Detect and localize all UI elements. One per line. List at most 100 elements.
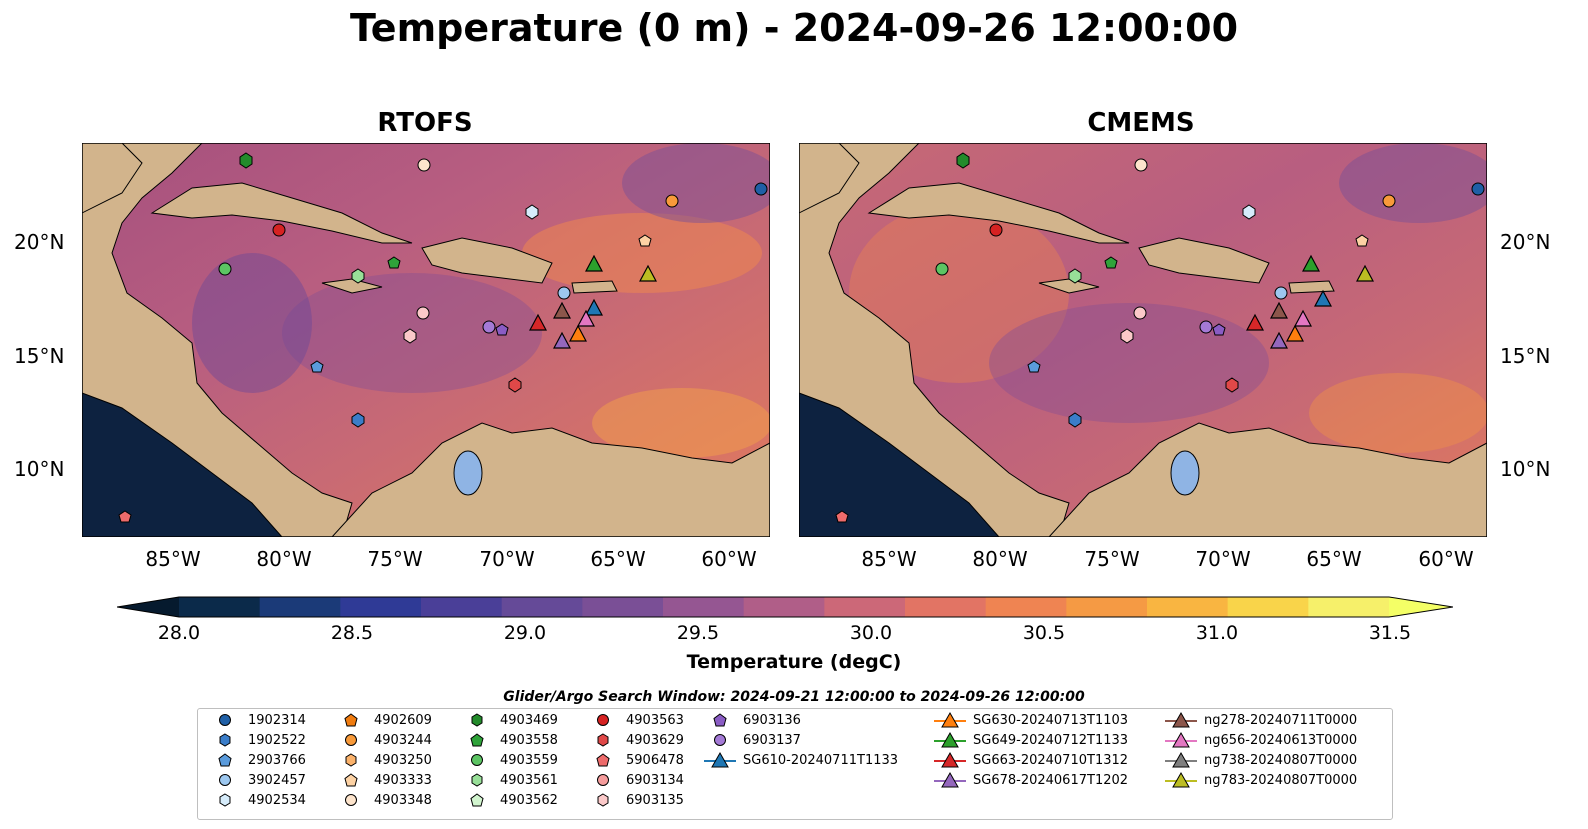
pentagon-marker-icon: [586, 751, 620, 769]
legend-label: 4903250: [374, 752, 432, 768]
legend-entry: 4903333: [334, 771, 432, 789]
legend-entry: ng783-20240807T0000: [1164, 771, 1357, 789]
lake-maracaibo: [453, 450, 483, 496]
legend-label: 4903559: [500, 752, 558, 768]
legend-label: ng783-20240807T0000: [1204, 772, 1358, 788]
colorbar-segment: [1308, 597, 1390, 617]
hexagon-marker-icon: [586, 731, 620, 749]
colorbar-segment: [340, 597, 422, 617]
colorbar-segment: [663, 597, 745, 617]
lon-label: 85°W: [861, 547, 917, 571]
map-panel-cmems: [799, 143, 1487, 537]
puerto-rico-land: [1288, 280, 1335, 294]
map-panel-rtofs: [82, 143, 770, 537]
legend-entry: 4903250: [334, 751, 432, 769]
legend-label: 3902457: [248, 772, 306, 788]
puerto-rico-land: [571, 280, 618, 294]
legend-entry: 4903469: [460, 711, 558, 729]
lon-label: 75°W: [367, 547, 423, 571]
jamaica-land: [1038, 278, 1100, 294]
legend-entry: 4903561: [460, 771, 558, 789]
cuba-land: [867, 182, 1130, 244]
legend-entry: 3902457: [208, 771, 306, 789]
legend-entry: SG630-20240713T1103: [933, 711, 1128, 729]
legend-entry: 4902609: [334, 711, 432, 729]
legend-label: 5906478: [626, 752, 684, 768]
pentagon-marker-icon: [460, 731, 494, 749]
legend-label: SG630-20240713T1103: [973, 712, 1129, 728]
search-window-text: Glider/Argo Search Window: 2024-09-21 12…: [503, 689, 1085, 705]
legend-label: 1902522: [248, 732, 306, 748]
triangle-line-marker-icon: [933, 711, 967, 729]
cool-region: [192, 253, 312, 393]
pacific-ocean: [82, 393, 282, 537]
colorbar-segment: [1147, 597, 1229, 617]
yucatan-land: [799, 143, 860, 214]
circle-marker-icon: [586, 711, 620, 729]
legend-entry: ng278-20240711T0000: [1164, 711, 1357, 729]
colorbar-segment: [905, 597, 987, 617]
colorbar-segment: [1066, 597, 1148, 617]
legend-label: 4902609: [374, 712, 432, 728]
hexagon-marker-icon: [208, 731, 242, 749]
legend-entry: 4903563: [586, 711, 684, 729]
colorbar-tick: 30.5: [1022, 622, 1066, 644]
lon-label: 60°W: [1418, 547, 1474, 571]
pentagon-marker-icon: [460, 791, 494, 809]
legend-entry: SG678-20240617T1202: [933, 771, 1128, 789]
lon-label: 70°W: [1195, 547, 1251, 571]
legend-entry: 4903348: [334, 791, 432, 809]
circle-marker-icon: [334, 731, 368, 749]
legend-label: 4903562: [500, 792, 558, 808]
colorbar-segment: [1227, 597, 1309, 617]
legend-entry: 1902314: [208, 711, 306, 729]
legend-entry: ng656-20240613T0000: [1164, 731, 1357, 749]
legend-entry: ng738-20240807T0000: [1164, 751, 1357, 769]
triangle-line-marker-icon: [933, 771, 967, 789]
yucatan-land: [82, 143, 143, 214]
figure-title: Temperature (0 m) - 2024-09-26 12:00:00: [349, 6, 1239, 50]
colorbar-segment: [259, 597, 341, 617]
hexagon-marker-icon: [334, 751, 368, 769]
south-america-land: [331, 422, 770, 537]
hispaniola-land: [421, 237, 553, 284]
legend-entry: 4902534: [208, 791, 306, 809]
legend-label: 6903137: [743, 732, 801, 748]
legend-label: 4903244: [374, 732, 432, 748]
legend-entry: SG649-20240712T1133: [933, 731, 1128, 749]
colorbar-label: Temperature (degC): [686, 651, 902, 673]
colorbar-segment: [743, 597, 825, 617]
warm-eddy: [1309, 373, 1487, 453]
colorbar-tick: 30.0: [849, 622, 893, 644]
legend-entry: 4903558: [460, 731, 558, 749]
pentagon-marker-icon: [334, 771, 368, 789]
legend-entry: 4903244: [334, 731, 432, 749]
legend-entry: 6903135: [586, 791, 684, 809]
legend-label: SG678-20240617T1202: [973, 772, 1129, 788]
legend-label: 6903136: [743, 712, 801, 728]
circle-marker-icon: [208, 771, 242, 789]
colorbar-segment: [421, 597, 503, 617]
colorbar-outline: [117, 596, 1453, 618]
triangle-line-marker-icon: [933, 731, 967, 749]
legend-entry: 6903134: [586, 771, 684, 789]
legend-label: 6903134: [626, 772, 684, 788]
hexagon-marker-icon: [460, 711, 494, 729]
legend-entry: SG663-20240710T1312: [933, 751, 1128, 769]
hexagon-marker-icon: [208, 791, 242, 809]
hexagon-marker-icon: [586, 791, 620, 809]
lat-label-left: 10°N: [14, 457, 65, 481]
legend-label: SG649-20240712T1133: [973, 732, 1129, 748]
cool-region: [622, 143, 770, 223]
legend-entry: 5906478: [586, 751, 684, 769]
circle-marker-icon: [208, 711, 242, 729]
legend-label: 4903348: [374, 792, 432, 808]
legend-label: 2903766: [248, 752, 306, 768]
circle-marker-icon: [460, 751, 494, 769]
legend-label: 4903469: [500, 712, 558, 728]
legend-entry: 4903562: [460, 791, 558, 809]
triangle-line-marker-icon: [1164, 711, 1198, 729]
legend: 1902314 1902522 2903766 3902457 4902534 49026…: [197, 708, 1393, 820]
circle-marker-icon: [703, 731, 737, 749]
pentagon-marker-icon: [334, 711, 368, 729]
